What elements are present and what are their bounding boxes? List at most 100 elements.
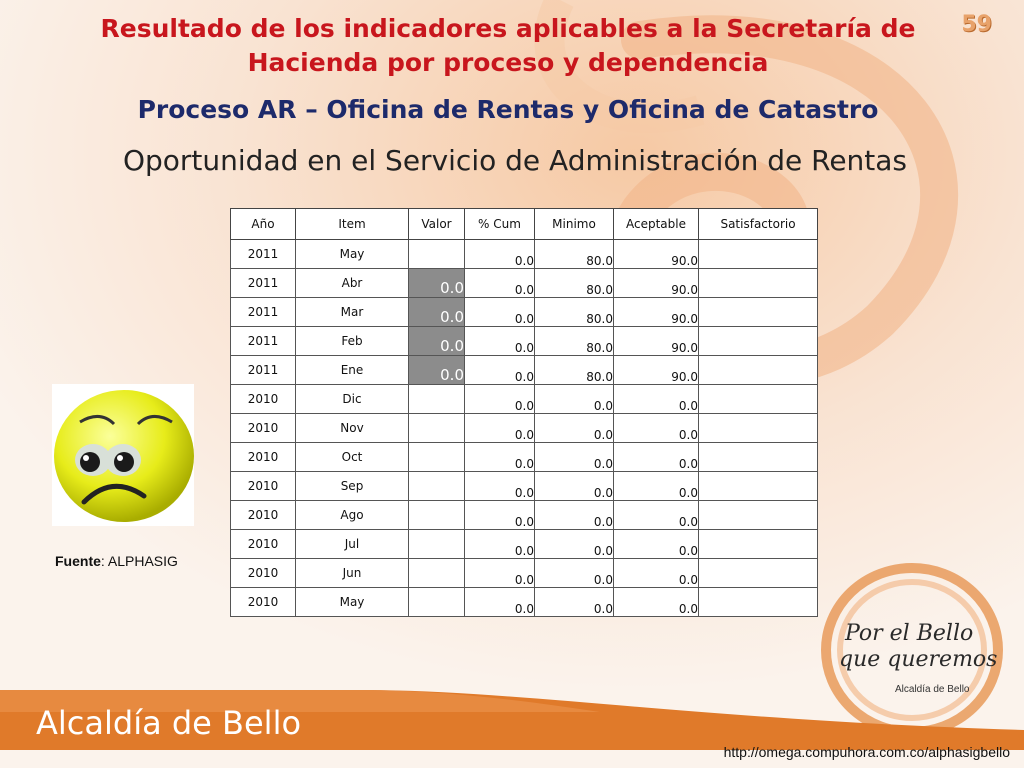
table-row: 2010 Nov 0.0 0.0 0.0 0.0 0.0 (230, 413, 818, 443)
cell-aceptable: 90.0 (613, 297, 699, 327)
cell-item: Dic (295, 384, 409, 414)
page-subtitle: Proceso AR – Oficina de Rentas y Oficina… (137, 95, 879, 124)
title-line-1: Resultado de los indicadores aplicables … (100, 14, 916, 43)
cell-minimo: 0.0 (534, 442, 614, 472)
cell-satisfactorio: 95.0 (698, 297, 818, 327)
cell-year: 2010 (230, 500, 296, 530)
cell-minimo: 0.0 (534, 558, 614, 588)
cell-satisfactorio: 0.0 (698, 529, 818, 559)
logo-emblem: Por el Bello que queremos Alcaldía de Be… (821, 563, 1003, 737)
cell-valor: 0.0 (408, 326, 465, 356)
table-row: 2011 May 0.0 0.0 80.0 90.0 95.0 (230, 239, 818, 269)
cell-item: Nov (295, 413, 409, 443)
cell-year: 2010 (230, 384, 296, 414)
header-item: Item (295, 208, 409, 240)
cell-aceptable: 90.0 (613, 355, 699, 385)
cell-cum: 0.0 (464, 558, 535, 588)
header-cum: % Cum (464, 208, 535, 240)
cell-item: Jun (295, 558, 409, 588)
cell-aceptable: 0.0 (613, 529, 699, 559)
cell-cum: 0.0 (464, 239, 535, 269)
header-valor: Valor (408, 208, 465, 240)
cell-valor: 0.0 (408, 471, 465, 501)
cell-cum: 0.0 (464, 384, 535, 414)
cell-year: 2010 (230, 413, 296, 443)
cell-year: 2010 (230, 558, 296, 588)
table-header-row: Año Item Valor % Cum Minimo Aceptable Sa… (230, 208, 818, 240)
sad-face-icon (54, 390, 194, 522)
cell-aceptable: 0.0 (613, 413, 699, 443)
cell-aceptable: 0.0 (613, 500, 699, 530)
cell-cum: 0.0 (464, 500, 535, 530)
cell-item: Jul (295, 529, 409, 559)
cell-item: Sep (295, 471, 409, 501)
cell-cum: 0.0 (464, 297, 535, 327)
cell-year: 2010 (230, 587, 296, 617)
table-row: 2010 Dic 0.0 0.0 0.0 0.0 0.0 (230, 384, 818, 414)
cell-satisfactorio: 95.0 (698, 239, 818, 269)
header-minimo: Minimo (534, 208, 614, 240)
header-anio: Año (230, 208, 296, 240)
cell-minimo: 80.0 (534, 355, 614, 385)
cell-satisfactorio: 0.0 (698, 442, 818, 472)
header-satisfactorio: Satisfactorio (698, 208, 818, 240)
cell-year: 2011 (230, 268, 296, 298)
cell-item: Mar (295, 297, 409, 327)
cell-item: Feb (295, 326, 409, 356)
cell-item: Ene (295, 355, 409, 385)
cell-minimo: 0.0 (534, 471, 614, 501)
cell-satisfactorio: 95.0 (698, 355, 818, 385)
header-aceptable: Aceptable (613, 208, 699, 240)
cell-minimo: 0.0 (534, 529, 614, 559)
cell-aceptable: 0.0 (613, 558, 699, 588)
cell-minimo: 0.0 (534, 413, 614, 443)
cell-item: Abr (295, 268, 409, 298)
cell-aceptable: 0.0 (613, 384, 699, 414)
cell-valor: 0.0 (408, 268, 465, 298)
cell-year: 2010 (230, 471, 296, 501)
cell-satisfactorio: 0.0 (698, 413, 818, 443)
bello-logo: Por el Bello que queremos Alcaldía de Be… (817, 562, 1007, 737)
cell-valor: 0.0 (408, 413, 465, 443)
cell-satisfactorio: 0.0 (698, 587, 818, 617)
page-number: 59 (961, 12, 992, 37)
cell-aceptable: 0.0 (613, 442, 699, 472)
footer-banner (0, 690, 1024, 750)
logo-line-3: Alcaldía de Bello (895, 684, 970, 695)
cell-satisfactorio: 95.0 (698, 268, 818, 298)
table-row: 2011 Abr 0.0 0.0 80.0 90.0 95.0 (230, 268, 818, 298)
cell-cum: 0.0 (464, 268, 535, 298)
cell-minimo: 80.0 (534, 297, 614, 327)
cell-item: May (295, 587, 409, 617)
cell-year: 2011 (230, 297, 296, 327)
cell-cum: 0.0 (464, 355, 535, 385)
page-title: Resultado de los indicadores aplicables … (0, 12, 1016, 80)
indicator-title: Oportunidad en el Servicio de Administra… (122, 144, 908, 177)
cell-aceptable: 0.0 (613, 587, 699, 617)
cell-valor: 0.0 (408, 384, 465, 414)
logo-line-1: Por el Bello (844, 621, 973, 646)
cell-aceptable: 90.0 (613, 268, 699, 298)
cell-valor: 0.0 (408, 558, 465, 588)
table-row: 2010 Jul 0.0 0.0 0.0 0.0 0.0 (230, 529, 818, 559)
table-row: 2011 Feb 0.0 0.0 80.0 90.0 95.0 (230, 326, 818, 356)
cell-valor: 0.0 (408, 587, 465, 617)
source-value: : ALPHASIG (100, 553, 178, 569)
cell-aceptable: 90.0 (613, 239, 699, 269)
cell-cum: 0.0 (464, 471, 535, 501)
cell-minimo: 80.0 (534, 239, 614, 269)
cell-valor: 0.0 (408, 239, 465, 269)
cell-year: 2011 (230, 239, 296, 269)
cell-satisfactorio: 95.0 (698, 326, 818, 356)
cell-minimo: 80.0 (534, 326, 614, 356)
title-line-2: Hacienda por proceso y dependencia (247, 48, 769, 77)
table-row: 2010 Oct 0.0 0.0 0.0 0.0 0.0 (230, 442, 818, 472)
cell-valor: 0.0 (408, 442, 465, 472)
cell-year: 2011 (230, 355, 296, 385)
source-url[interactable]: http://omega.compuhora.com.co/alphasigbe… (723, 744, 1010, 760)
source-label: Fuente (55, 553, 101, 569)
table-row: 2010 Sep 0.0 0.0 0.0 0.0 0.0 (230, 471, 818, 501)
indicator-table: Año Item Valor % Cum Minimo Aceptable Sa… (230, 208, 818, 617)
table-row: 2010 Jun 0.0 0.0 0.0 0.0 0.0 (230, 558, 818, 588)
cell-cum: 0.0 (464, 587, 535, 617)
